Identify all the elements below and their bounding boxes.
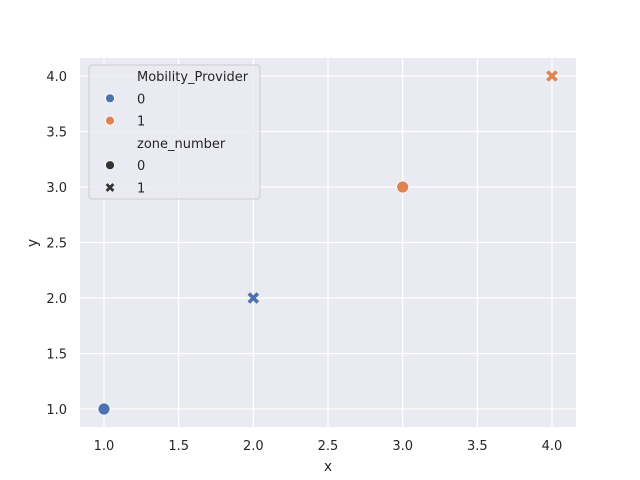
legend-item-label: 0 — [137, 92, 145, 107]
y-tick-label: 1.5 — [46, 348, 67, 363]
x-marker-icon — [546, 70, 558, 82]
y-tick-label: 2.5 — [46, 237, 67, 252]
legend-circle-marker-icon — [105, 115, 115, 126]
legend-item-label: 1 — [137, 182, 145, 197]
x-tick-label: 1.5 — [168, 439, 189, 454]
x-marker-icon — [247, 292, 260, 304]
legend-title: Mobility_Provider — [137, 70, 249, 85]
circle-marker-icon — [396, 180, 410, 194]
y-axis-label: y — [25, 239, 41, 247]
legend-item-label: 1 — [137, 115, 145, 130]
y-tick-label: 3.5 — [46, 126, 67, 141]
y-tick-label: 4.0 — [46, 70, 67, 85]
legend-item-label: 0 — [137, 159, 145, 174]
legend: Mobility_Provider 0 1 zone_number 0 1 — [88, 64, 261, 200]
data-points — [97, 70, 558, 416]
legend-circle-marker-icon — [105, 160, 115, 171]
y-axis-ticks: 1.0 1.5 2.0 2.5 3.0 3.5 4.0 — [46, 70, 67, 418]
x-tick-label: 3.5 — [467, 439, 488, 454]
y-tick-label: 3.0 — [46, 181, 67, 196]
x-tick-label: 3.0 — [392, 439, 413, 454]
x-axis-ticks: 1.0 1.5 2.0 2.5 3.0 3.5 4.0 — [94, 439, 563, 454]
legend-circle-marker-icon — [105, 93, 115, 104]
x-tick-label: 2.0 — [243, 439, 264, 454]
x-tick-label: 4.0 — [542, 439, 563, 454]
legend-entries: Mobility_Provider 0 1 zone_number 0 1 — [105, 70, 249, 197]
x-tick-label: 1.0 — [94, 439, 115, 454]
y-tick-label: 2.0 — [46, 292, 67, 307]
legend-title: zone_number — [137, 137, 226, 152]
circle-marker-icon — [97, 402, 111, 416]
legend-frame — [88, 64, 261, 200]
x-axis-label: x — [324, 459, 332, 475]
y-tick-label: 1.0 — [46, 403, 67, 418]
x-tick-label: 2.5 — [318, 439, 339, 454]
legend-x-marker-icon — [105, 183, 115, 192]
